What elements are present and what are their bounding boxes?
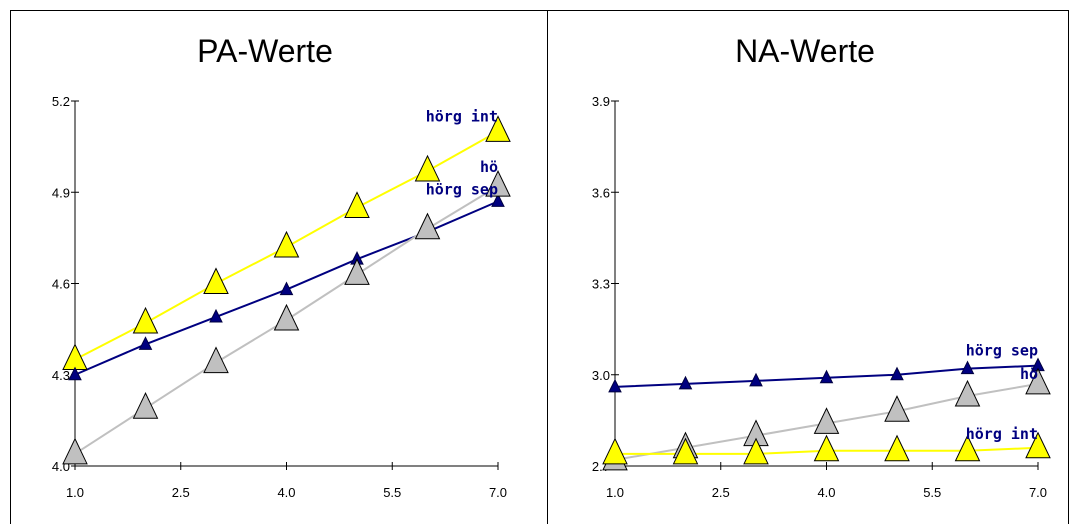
data-point: [890, 366, 904, 381]
data-point: [960, 360, 975, 375]
data-point: [414, 212, 441, 240]
data-point: [1025, 367, 1051, 395]
data-point: [203, 267, 229, 294]
series-label: hö: [480, 158, 498, 176]
data-point: [749, 372, 763, 387]
x-tick-label: 7.0: [1029, 485, 1047, 500]
x-tick-label: 2.5: [172, 485, 190, 500]
y-tick-label: 3.9: [592, 94, 610, 109]
y-tick-label: 3.0: [592, 368, 610, 383]
data-point: [813, 407, 840, 434]
data-point: [279, 281, 294, 296]
y-tick-label: 3.3: [592, 277, 610, 292]
data-point: [491, 193, 505, 207]
x-tick-label: 2.5: [712, 485, 730, 500]
y-tick-label: 4.6: [52, 277, 70, 292]
data-point: [344, 191, 370, 218]
x-tick-label: 1.0: [606, 485, 624, 500]
data-point: [62, 437, 88, 465]
na-werte-chart: NA-Werte 2.73.03.33.63.91.0 2.5 4.0 5.5 7.0h…: [592, 33, 1051, 500]
x-tick-label: 4.0: [277, 485, 295, 500]
data-point: [884, 395, 910, 422]
data-point: [344, 258, 370, 285]
x-tick-label: 1.0: [66, 485, 84, 500]
data-point: [954, 434, 981, 462]
series-label: hörg int: [966, 425, 1038, 443]
x-tick-label: 5.5: [923, 485, 941, 500]
x-tick-label: 5.5: [383, 485, 401, 500]
left-panel-frame: [10, 10, 548, 524]
data-point: [678, 375, 693, 390]
series-label: hörg sep: [426, 180, 498, 198]
data-point: [608, 378, 622, 393]
x-tick-label: 7.0: [489, 485, 507, 500]
pa-werte-chart: PA-Werte 4.04.34.64.95.21.0 2.5 4.0 5.5 7.0h…: [52, 33, 511, 500]
data-point: [884, 434, 910, 462]
right-panel-frame: [547, 10, 1069, 524]
chart-title: NA-Werte: [735, 33, 875, 69]
data-point: [954, 379, 981, 407]
data-point: [1025, 431, 1051, 459]
data-point: [813, 434, 840, 462]
series-label: hö: [1020, 365, 1038, 383]
data-point: [62, 343, 88, 371]
data-point: [132, 306, 159, 334]
y-tick-label: 4.3: [52, 368, 70, 383]
data-point: [209, 308, 223, 323]
data-point: [672, 437, 699, 465]
data-point: [485, 170, 511, 197]
data-point: [68, 366, 82, 381]
data-point: [132, 392, 159, 419]
series-label: hörg sep: [966, 342, 1038, 360]
data-point: [602, 437, 628, 465]
data-point: [203, 346, 229, 374]
data-point: [819, 369, 834, 384]
y-tick-label: 5.2: [52, 94, 70, 109]
y-tick-label: 4.9: [52, 185, 70, 200]
series-label: hörg int: [426, 107, 498, 125]
data-point: [414, 154, 441, 182]
data-point: [138, 336, 153, 350]
chart-title: PA-Werte: [197, 33, 333, 69]
data-point: [273, 303, 300, 331]
data-point: [273, 230, 300, 258]
y-tick-label: 3.6: [592, 185, 610, 200]
data-point: [485, 115, 511, 142]
data-point: [743, 437, 769, 465]
x-tick-label: 4.0: [817, 485, 835, 500]
